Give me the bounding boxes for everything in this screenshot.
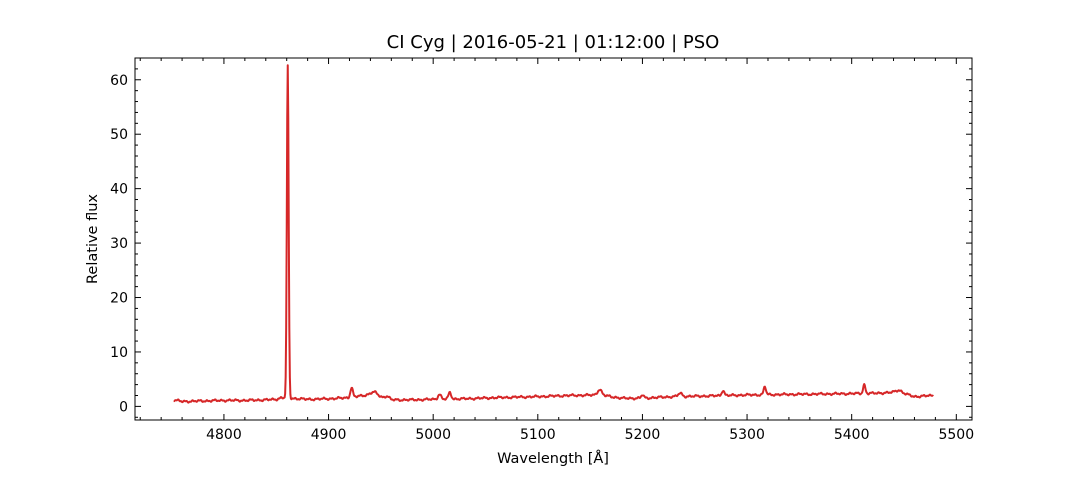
x-tick-label: 4800 xyxy=(206,427,242,443)
y-axis: 0 10 20 30 40 50 60 xyxy=(110,57,972,418)
y-tick-label: 40 xyxy=(110,182,128,198)
x-axis-label: Wavelength [Å] xyxy=(497,450,609,467)
y-tick-label: 30 xyxy=(110,236,128,252)
x-axis: 4800 4900 5000 5100 5200 5300 5400 5500 xyxy=(139,58,974,443)
x-tick-label: 5400 xyxy=(834,427,870,443)
plot-frame xyxy=(134,57,973,421)
x-tick-label: 5300 xyxy=(729,427,765,443)
x-tick-label: 5500 xyxy=(938,427,974,443)
chart-title: CI Cyg | 2016-05-21 | 01:12:00 | PSO xyxy=(387,32,720,53)
y-tick-label: 10 xyxy=(110,345,128,361)
x-tick-label: 4900 xyxy=(311,427,347,443)
x-tick-label: 5200 xyxy=(625,427,661,443)
x-tick-label: 5000 xyxy=(415,427,451,443)
y-tick-label: 50 xyxy=(110,127,128,143)
spectrum-series-line xyxy=(173,64,934,404)
x-tick-label: 5100 xyxy=(520,427,556,443)
y-tick-label: 60 xyxy=(110,73,128,89)
y-axis-label: Relative flux xyxy=(85,194,101,284)
y-tick-label: 0 xyxy=(119,399,128,415)
y-tick-label: 20 xyxy=(110,291,128,307)
